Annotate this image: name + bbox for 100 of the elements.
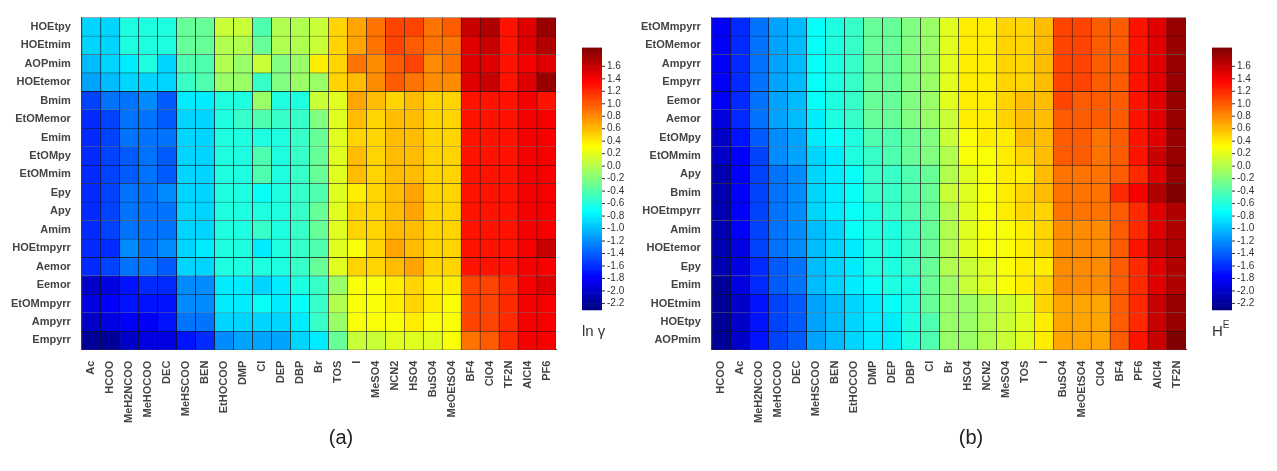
x-tick-label: BF4 — [1112, 359, 1125, 382]
y-tick-label: EtOMemor — [15, 112, 72, 125]
color-bar-label: 1.6 — [1237, 60, 1252, 72]
color-bar-title: ln γ — [582, 321, 606, 339]
y-tick-label: Aemor — [666, 112, 702, 125]
color-bar-label: 1.0 — [607, 97, 622, 109]
x-tick-label: DEP — [885, 360, 898, 384]
color-bar-label: -1.8 — [1237, 272, 1255, 284]
x-tick-label: ClO4 — [1093, 359, 1106, 387]
y-tick-label: HOEtmim — [650, 296, 702, 309]
x-tick-label: DEP — [274, 360, 287, 384]
color-bar-label: 0.6 — [607, 122, 622, 134]
color-bar-label: -2.2 — [1237, 297, 1255, 309]
x-tick-label: PF6 — [1131, 360, 1144, 381]
color-bar-label: -2.2 — [607, 297, 625, 309]
color-bar-label: 1.6 — [607, 60, 622, 72]
color-bar-label: -2.0 — [607, 284, 625, 296]
x-tick-label: MeOEtSO4 — [1074, 359, 1087, 418]
y-tick-label: Epy — [680, 259, 702, 272]
color-bar-label: -0.4 — [607, 184, 625, 196]
x-tick-label: EtHOCOO — [217, 360, 230, 414]
x-tick-label: DMP — [866, 360, 879, 386]
y-tick-label: EtOMpy — [659, 130, 702, 143]
x-tick-label: Ac — [733, 360, 746, 375]
color-bar-label: 1.4 — [607, 72, 622, 84]
x-tick-label: Br — [941, 359, 954, 373]
color-bar-label: -0.6 — [1237, 197, 1255, 209]
color-bar-label: 1.4 — [1237, 72, 1252, 84]
color-bar-label: -1.4 — [1237, 247, 1255, 259]
x-tick-label: HCOO — [103, 360, 116, 394]
y-tick-label: EtOMmim — [649, 148, 702, 161]
y-tick-label: HOEtmpyrr — [642, 204, 702, 217]
color-bar-label: -0.8 — [607, 209, 625, 221]
x-tick-label: EtHOCOO — [847, 360, 860, 414]
x-tick-label: BuSO4 — [425, 359, 438, 398]
x-tick-label: TF2N — [1169, 360, 1182, 389]
x-tick-label: I — [1036, 360, 1049, 364]
y-tick-label: EtOMmim — [19, 167, 72, 180]
x-tick-label: BEN — [198, 360, 211, 384]
x-tick-label: MeH2NCOO — [122, 360, 135, 423]
x-tick-label: MeHSCOO — [179, 360, 192, 417]
color-bar-label: -2.0 — [1237, 284, 1255, 296]
text: (a) — [327, 426, 355, 449]
x-tick-label: Br — [311, 359, 324, 373]
y-tick-label: AOPmim — [654, 333, 702, 346]
y-tick-label: Emim — [670, 278, 702, 291]
x-tick-label: HCOO — [714, 360, 727, 394]
x-tick-label: MeSO4 — [998, 359, 1011, 398]
y-tick-label: Ampyrr — [661, 56, 702, 69]
color-bar-label: -1.8 — [607, 272, 625, 284]
color-bar-label: 0.8 — [607, 109, 622, 121]
x-tick-label: TF2N — [501, 360, 514, 389]
y-tick-label: Eemor — [36, 278, 72, 291]
color-bar-label: 1.2 — [1237, 85, 1252, 97]
x-tick-label: TOS — [1017, 360, 1030, 384]
x-tick-label: HSO4 — [406, 359, 419, 391]
color-bar-label: -0.2 — [1237, 172, 1255, 184]
x-tick-label: PF6 — [539, 360, 552, 381]
color-bar-label: 1.2 — [607, 85, 622, 97]
x-tick-label: MeHSCOO — [809, 360, 822, 417]
y-tick-label: AOPmim — [24, 56, 72, 69]
x-tick-label: TOS — [330, 360, 343, 384]
x-tick-label: BEN — [828, 360, 841, 384]
color-bar-label: -1.2 — [607, 234, 625, 246]
y-tick-label: EtOMpy — [29, 148, 72, 161]
y-tick-label: Amim — [40, 222, 72, 235]
color-bar-label: -1.0 — [607, 222, 625, 234]
color-bar-label: 0.4 — [607, 134, 622, 146]
x-tick-label: MeHOCOO — [141, 360, 154, 418]
y-tick-label: Apy — [50, 204, 72, 217]
color-bar-label: 0.0 — [1237, 159, 1252, 171]
color-bar-label: -0.4 — [1237, 184, 1255, 196]
y-tick-label: Emim — [40, 130, 72, 143]
x-tick-label: BuSO4 — [1055, 359, 1068, 398]
y-tick-label: HOEtemor — [16, 75, 72, 88]
x-tick-label: NCN2 — [387, 360, 400, 391]
x-tick-label: ClO4 — [482, 359, 495, 387]
x-tick-label: NCN2 — [979, 360, 992, 391]
y-tick-label: Bmim — [670, 185, 702, 198]
y-tick-label: HOEtpy — [660, 315, 702, 328]
color-bar-label: -0.2 — [607, 172, 625, 184]
color-bar-label: -1.2 — [1237, 234, 1255, 246]
color-bar-label: 0.0 — [607, 159, 622, 171]
color-bar-label: -0.6 — [607, 197, 625, 209]
y-tick-label: Aemor — [36, 259, 72, 272]
y-tick-label: HOEtemor — [646, 241, 702, 254]
color-bar-label: 0.2 — [607, 147, 622, 159]
x-tick-label: AlCl4 — [520, 359, 533, 389]
y-tick-label: Empyrr — [662, 75, 702, 88]
x-tick-label: MeSO4 — [368, 359, 381, 398]
text: (b) — [957, 426, 985, 449]
color-bar-label: -1.6 — [607, 259, 625, 271]
y-tick-label: EtOMmpyrr — [640, 19, 702, 32]
color-bar-label: 1.0 — [1237, 97, 1252, 109]
x-tick-label: HSO4 — [960, 359, 973, 391]
color-bar-label: -1.0 — [1237, 222, 1255, 234]
color-bar-label: 0.8 — [1237, 109, 1252, 121]
x-tick-label: DEC — [790, 360, 803, 384]
y-tick-label: Ampyrr — [31, 315, 72, 328]
y-tick-label: HOEtmpyrr — [12, 241, 72, 254]
